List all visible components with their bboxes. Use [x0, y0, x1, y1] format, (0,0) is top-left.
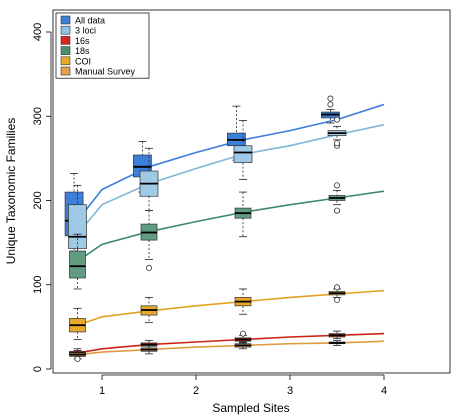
box-3-loci-4 — [327, 116, 347, 149]
box-coi-4 — [328, 284, 346, 303]
y-tick-label: 400 — [32, 23, 44, 41]
y-tick-label: 100 — [32, 276, 44, 294]
box-body — [68, 204, 87, 249]
outlier-point — [333, 207, 340, 214]
axes-layer: 1 2 3 4 0 100 200 300 400 — [32, 23, 387, 397]
box-3-loci-1 — [68, 184, 87, 265]
y-tick-label: 0 — [32, 366, 44, 372]
outlier-point — [333, 296, 340, 303]
box-all-data-4 — [321, 95, 340, 124]
x-tick-label: 3 — [287, 385, 293, 397]
legend-label: 16s — [75, 36, 90, 46]
box-18s-1 — [69, 233, 86, 290]
x-tick-label: 1 — [99, 385, 105, 397]
curve-18s — [77, 190, 385, 262]
legend-label: All data — [75, 16, 105, 26]
legend-swatch — [60, 15, 71, 25]
outlier-point — [145, 264, 152, 271]
legend-box — [55, 12, 150, 79]
box-coi-3 — [234, 288, 252, 315]
outlier-point — [333, 284, 340, 291]
legend-label: 3 loci — [75, 26, 96, 36]
curve-all-data — [76, 103, 385, 222]
boxes-layer — [64, 95, 347, 362]
outlier-point — [327, 95, 334, 102]
box-manual-survey-2 — [140, 345, 158, 355]
box-16s-3 — [234, 330, 252, 344]
legend-label: Manual Survey — [75, 67, 136, 77]
legend-label: COI — [75, 56, 91, 66]
box-3-loci-3 — [233, 120, 253, 180]
y-tick-label: 300 — [32, 107, 44, 125]
box-manual-survey-4 — [328, 339, 346, 346]
outlier-point — [333, 182, 340, 189]
outlier-point — [327, 101, 334, 108]
box-manual-survey-3 — [234, 341, 252, 350]
box-16s-4 — [328, 330, 346, 340]
y-tick-label: 200 — [32, 191, 44, 209]
y-axis-label: Unique Taxonomic Families — [4, 118, 18, 265]
box-18s-2 — [140, 210, 158, 271]
box-18s-3 — [234, 191, 252, 238]
box-3-loci-2 — [139, 147, 159, 212]
outlier-point — [333, 116, 340, 123]
outlier-point — [333, 140, 340, 147]
x-axis-label: Sampled Sites — [212, 401, 289, 415]
legend-swatch — [60, 46, 71, 55]
legend-swatch — [60, 36, 71, 45]
legend-label: 18s — [75, 46, 90, 56]
plot-frame — [52, 9, 451, 374]
outlier-point — [239, 330, 246, 337]
box-18s-4 — [328, 182, 346, 214]
curve-coi — [77, 289, 385, 326]
box-body — [233, 145, 253, 163]
box-manual-survey-1 — [69, 350, 86, 362]
legend-swatch — [60, 56, 71, 66]
legend-swatch — [60, 66, 71, 76]
box-coi-1 — [69, 307, 86, 340]
curve-3-loci — [76, 123, 385, 235]
box-body — [69, 250, 86, 279]
x-tick-label: 2 — [193, 385, 199, 397]
legend-swatch — [60, 25, 71, 35]
x-tick-label: 4 — [381, 385, 387, 397]
box-coi-2 — [140, 296, 158, 324]
outlier-point — [74, 355, 81, 362]
